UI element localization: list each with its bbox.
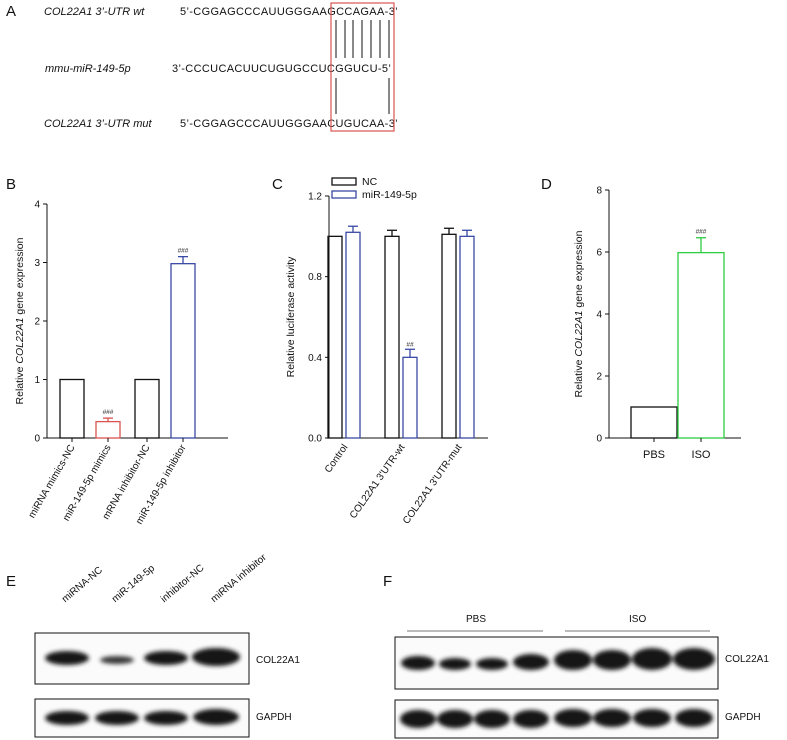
bar xyxy=(384,235,400,439)
y-axis-label-part: Relative xyxy=(14,364,26,405)
bar xyxy=(402,356,418,439)
blot-f-gapdh-bands xyxy=(400,709,713,728)
bar xyxy=(170,263,196,439)
blot-f xyxy=(394,630,719,739)
seed-box xyxy=(330,2,395,132)
y-tick-label: 0 xyxy=(596,434,602,445)
chart-c: 0.0 0.4 0.8 1.2 Relative luciferase activity… xyxy=(285,176,488,526)
seq-mirna: 3’-CCCUCACUUCUGUGCCUCGGUCU-5’ xyxy=(172,63,392,75)
bar xyxy=(345,231,361,439)
bar xyxy=(630,406,678,439)
y-axis-label: Relative COL22A1 gene expression xyxy=(14,237,26,404)
legend-swatch xyxy=(331,177,357,186)
significance-label: ### xyxy=(103,409,114,416)
y-tick-label: 4 xyxy=(596,310,602,321)
significance-label: ### xyxy=(178,248,189,255)
x-tick-label: Control xyxy=(323,442,351,475)
lane-label-3: inhibitor-NC xyxy=(158,562,207,605)
legend-label: miR-149-5p xyxy=(362,189,417,201)
x-tick-label: PBS xyxy=(643,449,665,461)
y-tick-label: 1.2 xyxy=(308,192,322,203)
panel-label-f: F xyxy=(383,573,393,590)
lane-label-1: miRNA-NC xyxy=(59,564,105,605)
y-tick-label: 8 xyxy=(596,186,602,197)
bottom-pair-lines xyxy=(335,78,390,114)
y-tick-label: 6 xyxy=(596,248,602,259)
y-tick-label: 3 xyxy=(34,258,40,269)
x-tick-label: ISO xyxy=(692,449,711,461)
y-tick-label: 2 xyxy=(34,317,40,328)
lane-label-4: miRNA inhibitor xyxy=(208,552,269,605)
legend-label: NC xyxy=(362,176,378,188)
seq-mut: 5’-CGGAGCCCAUUGGGAACUGUCAA-3’ xyxy=(180,118,398,130)
bar xyxy=(677,251,725,439)
bar xyxy=(441,233,457,439)
y-axis-label-gene: COL22A1 xyxy=(573,311,585,357)
band-name-e-col22a1: COL22A1 xyxy=(256,655,300,666)
y-axis-label-part: Relative xyxy=(573,357,585,398)
top-pair-lines xyxy=(335,20,390,58)
y-tick-label: 0.8 xyxy=(308,272,322,283)
panel-label-b: B xyxy=(6,176,17,193)
y-tick-label: 1 xyxy=(34,375,40,386)
seq-name-mirna: mmu-miR-149-5p xyxy=(45,63,131,75)
panel-label-d: D xyxy=(541,176,552,193)
group-label-iso: ISO xyxy=(629,614,647,625)
y-axis-label-part: gene expression xyxy=(14,237,26,317)
y-tick-label: 2 xyxy=(596,372,602,383)
chart-d: 0 2 4 6 8 Relative COL22A1 gene expression PBS… xyxy=(573,186,741,461)
significance-label: ### xyxy=(696,229,707,236)
seq-name-mut: COL22A1 3’-UTR mut xyxy=(44,118,152,130)
blot-f-col22a1-bands xyxy=(401,648,715,670)
lane-label-2: miR-149-5p xyxy=(109,562,158,605)
legend-swatch xyxy=(331,190,357,199)
y-tick-label: 0.0 xyxy=(308,434,322,445)
blot-e xyxy=(34,632,250,738)
x-tick-label: COL22A1 3'UTR-wt xyxy=(348,442,408,521)
group-label-pbs: PBS xyxy=(466,614,487,625)
y-axis-label-part: gene expression xyxy=(573,230,585,310)
panel-label-a: A xyxy=(6,3,17,20)
panel-label-c: C xyxy=(272,176,283,193)
bar xyxy=(134,378,160,439)
band-name-f-col22a1: COL22A1 xyxy=(725,654,769,665)
bar xyxy=(95,420,121,439)
y-axis-label-gene: COL22A1 xyxy=(14,318,26,364)
seq-wt: 5’-CGGAGCCCAUUGGGAAGCCAGAA-3’ xyxy=(180,6,398,18)
y-tick-label: 0 xyxy=(34,434,40,445)
blot-e-gapdh-bands xyxy=(45,709,239,725)
blot-e-col22a1-bands xyxy=(45,648,240,666)
y-axis-label: Relative luciferase activity xyxy=(285,256,297,378)
panel-label-e: E xyxy=(6,573,17,590)
pairing-lines xyxy=(330,2,395,132)
bar xyxy=(59,378,85,439)
x-tick-label: COL22A1 3'UTR-mut xyxy=(401,442,464,526)
y-axis-label: Relative COL22A1 gene expression xyxy=(573,230,585,397)
band-name-f-gapdh: GAPDH xyxy=(725,712,761,723)
bar xyxy=(459,235,475,439)
significance-label: ## xyxy=(406,341,414,348)
seq-name-wt: COL22A1 3’-UTR wt xyxy=(44,6,145,18)
y-tick-label: 0.4 xyxy=(308,353,322,364)
y-tick-label: 4 xyxy=(34,200,40,211)
bar xyxy=(327,235,343,439)
band-name-e-gapdh: GAPDH xyxy=(256,712,292,723)
